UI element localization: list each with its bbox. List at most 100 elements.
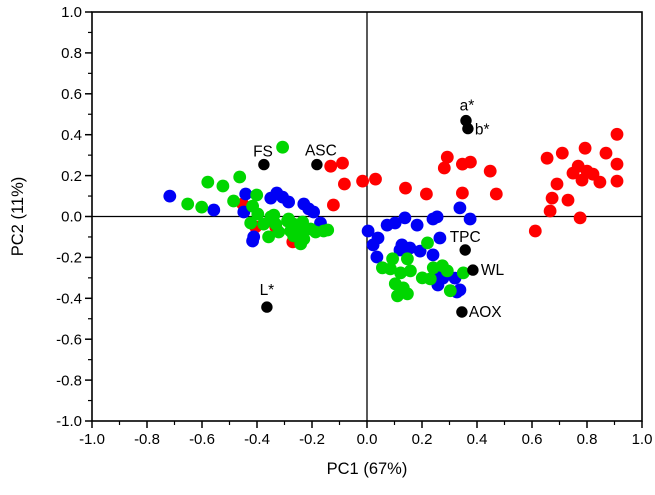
green-group-point (276, 140, 289, 154)
red-group-point (540, 151, 554, 165)
blue-group-point (413, 244, 427, 258)
loading-label-bstar: b* (475, 122, 490, 139)
x-axis-title: PC1 (67%) (327, 460, 408, 478)
y-tick-label: -0.4 (56, 291, 82, 308)
y-tick-label: -1.0 (56, 413, 82, 430)
red-group-point (573, 211, 587, 225)
red-group-point (420, 187, 433, 201)
y-tick-label: 0.8 (61, 45, 82, 62)
green-group-point (421, 236, 434, 250)
green-group-point (423, 272, 437, 286)
x-tick-label: 0.4 (467, 431, 488, 448)
green-group-point (272, 225, 286, 239)
red-group-point (356, 174, 369, 188)
y-tick-label: 0.2 (61, 168, 82, 185)
green-group-point (391, 289, 404, 303)
x-tick-label: -0.2 (299, 431, 325, 448)
red-group-point (566, 166, 580, 180)
green-group-point (294, 237, 308, 251)
blue-group-point (393, 243, 407, 257)
green-group-point (244, 216, 258, 230)
loading-label-Lstar: L* (260, 282, 275, 299)
red-group-point (561, 193, 575, 207)
x-tick-label: 0.2 (412, 431, 433, 448)
red-group-point (338, 177, 351, 191)
red-group-point (545, 191, 559, 205)
red-group-point (610, 174, 624, 188)
blue-group-point (370, 250, 384, 264)
loading-label-WL: WL (481, 262, 505, 279)
red-group-point (528, 224, 542, 238)
y-tick-label: 0.6 (61, 86, 82, 103)
green-group-point (250, 188, 264, 202)
blue-group-point (430, 210, 444, 224)
blue-group-point (282, 195, 295, 209)
y-tick-label: -0.6 (56, 331, 82, 348)
red-group-point (324, 159, 338, 173)
red-group-point (327, 198, 340, 212)
blue-group-point (388, 216, 402, 230)
blue-group-point (463, 212, 477, 226)
red-group-point (336, 156, 349, 170)
red-group-point (489, 187, 503, 201)
y-axis-title: PC2 (11%) (9, 177, 27, 256)
green-group-point (181, 197, 195, 211)
red-group-point (369, 172, 382, 186)
loading-point-TPC (459, 244, 471, 256)
green-group-point (251, 207, 265, 221)
green-group-point (401, 287, 414, 301)
green-group-point (321, 223, 335, 237)
loading-label-TPC: TPC (450, 229, 481, 246)
red-group-point (610, 157, 624, 171)
blue-group-point (207, 203, 221, 217)
blue-group-point (361, 224, 375, 238)
red-group-point (464, 155, 477, 169)
loading-label-ASC: ASC (305, 143, 337, 160)
red-group-point (578, 141, 592, 155)
green-group-point (216, 179, 230, 193)
red-group-point (555, 146, 569, 160)
red-group-point (456, 186, 469, 200)
green-group-point (233, 170, 247, 184)
loading-label-astar: a* (460, 98, 475, 115)
green-group-point (227, 194, 241, 208)
red-group-point (543, 204, 557, 218)
y-tick-label: 1.0 (61, 4, 82, 21)
green-group-point (456, 266, 470, 280)
green-group-point (401, 252, 414, 266)
x-tick-label: 1.0 (632, 431, 653, 448)
loading-point-ASC (311, 158, 323, 171)
blue-group-point (453, 201, 467, 215)
green-group-point (386, 252, 399, 266)
loading-point-Lstar (261, 301, 273, 313)
blue-group-point (239, 187, 253, 201)
x-tick-label: 0.6 (522, 431, 543, 448)
blue-group-point (307, 205, 320, 219)
red-group-point (437, 161, 451, 175)
x-tick-label: 0.0 (357, 431, 378, 448)
x-tick-label: -0.4 (244, 431, 270, 448)
y-tick-label: -0.8 (56, 372, 82, 389)
loading-point-AOX (456, 306, 468, 318)
blue-group-point (403, 241, 417, 255)
green-group-point (443, 284, 457, 298)
y-tick-label: -0.2 (56, 250, 82, 267)
red-group-point (483, 164, 497, 178)
green-group-point (404, 264, 417, 278)
loading-label-AOX: AOX (469, 304, 502, 321)
blue-group-point (426, 248, 440, 262)
blue-group-point (246, 234, 259, 248)
blue-group-point (398, 211, 412, 225)
red-group-point (593, 175, 607, 189)
y-tick-label: 0.0 (61, 209, 82, 226)
blue-group-point (366, 238, 380, 252)
green-group-point (440, 264, 454, 278)
blue-group-point (410, 218, 424, 232)
loading-point-WL (467, 264, 479, 276)
red-group-point (610, 127, 624, 141)
x-tick-label: 0.8 (577, 431, 598, 448)
x-tick-label: -0.8 (134, 431, 160, 448)
loading-label-FS: FS (253, 144, 273, 161)
